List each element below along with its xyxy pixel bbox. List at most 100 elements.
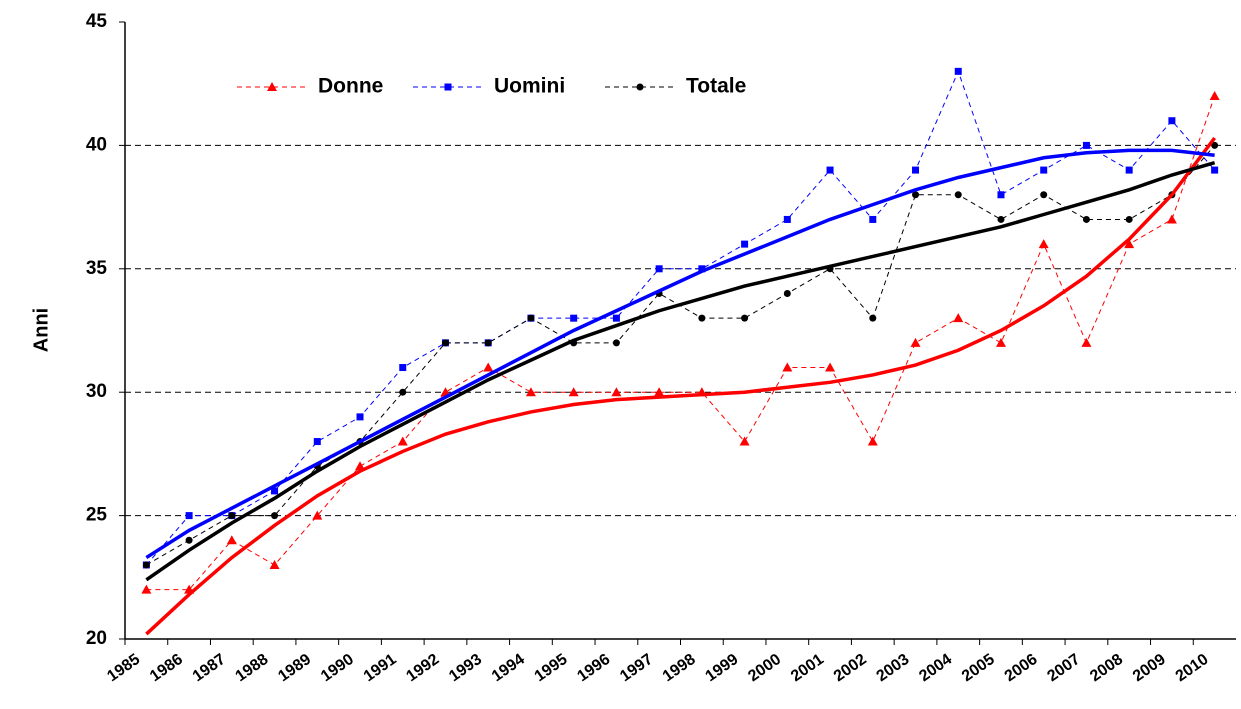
marker	[185, 536, 193, 544]
marker	[570, 314, 578, 322]
marker	[954, 191, 962, 199]
x-tick-label: 1996	[574, 651, 613, 685]
marker	[741, 314, 749, 322]
marker	[142, 561, 150, 569]
data-line	[145, 69, 1216, 566]
y-tick-label: 30	[86, 381, 107, 402]
marker	[312, 510, 323, 520]
trend-line	[145, 160, 1216, 582]
marker	[484, 339, 492, 347]
trend-line	[145, 136, 1217, 636]
legend-item: Donne	[237, 75, 383, 98]
y-tick-label: 40	[86, 134, 107, 155]
marker	[698, 314, 706, 322]
legend-marker	[636, 83, 644, 91]
marker	[228, 512, 236, 520]
y-tick-label: 20	[86, 628, 107, 649]
marker	[1040, 191, 1048, 199]
marker	[1082, 141, 1090, 149]
marker	[1038, 239, 1049, 249]
x-tick-label: 2003	[874, 651, 913, 685]
x-tick-label: 1987	[190, 651, 229, 685]
x-tick-label: 1991	[361, 651, 400, 685]
x-tick-label: 1993	[446, 651, 485, 685]
marker	[611, 387, 622, 397]
x-tick-label: 1990	[318, 651, 357, 685]
legend-item: Totale	[605, 75, 746, 98]
marker	[185, 512, 193, 520]
marker	[867, 436, 878, 446]
marker	[1125, 166, 1133, 174]
x-tick-label: 2007	[1044, 651, 1083, 685]
x-tick-label: 1997	[617, 651, 656, 685]
marker	[995, 337, 1006, 347]
x-tick-label: 1986	[147, 651, 186, 685]
trend-line	[145, 148, 1215, 560]
marker	[441, 339, 449, 347]
marker	[568, 387, 579, 397]
marker	[1168, 117, 1176, 125]
x-tick-label: 1985	[104, 651, 143, 685]
marker	[698, 265, 706, 273]
marker	[869, 215, 877, 223]
marker	[1166, 214, 1177, 224]
y-tick-label: 25	[86, 505, 108, 526]
x-tick-label: 2010	[1173, 651, 1212, 685]
marker	[525, 387, 536, 397]
legend-label: Totale	[686, 75, 746, 98]
x-tick-label: 1988	[233, 651, 272, 685]
marker	[1081, 337, 1092, 347]
marker	[141, 584, 152, 594]
x-tick-label: 1995	[532, 651, 571, 685]
marker	[399, 364, 407, 372]
marker	[271, 512, 279, 520]
x-tick-label: 2008	[1087, 651, 1126, 685]
marker	[869, 314, 877, 322]
legend-label: Uomini	[494, 75, 565, 98]
marker	[226, 535, 237, 545]
marker	[655, 265, 663, 273]
marker	[397, 436, 408, 446]
marker	[654, 387, 665, 397]
marker	[527, 314, 535, 322]
legend-marker	[444, 83, 452, 91]
marker	[910, 337, 921, 347]
legend-label: Donne	[318, 75, 383, 98]
x-tick-label: 2005	[959, 651, 998, 685]
x-tick-label: 2006	[1002, 651, 1041, 685]
y-axis-label: Anni	[30, 308, 52, 352]
x-tick-label: 1999	[703, 651, 742, 685]
marker	[912, 166, 920, 174]
marker	[783, 289, 791, 297]
marker	[912, 191, 920, 199]
marker	[313, 438, 321, 446]
marker	[954, 67, 962, 75]
marker	[741, 240, 749, 248]
x-tick-label: 1994	[489, 651, 528, 685]
marker	[612, 339, 620, 347]
marker	[739, 436, 750, 446]
marker	[1125, 215, 1133, 223]
data-line	[146, 95, 1216, 591]
x-tick-label: 2009	[1130, 651, 1169, 685]
marker	[612, 314, 620, 322]
x-tick-label: 1998	[660, 651, 699, 685]
marker	[1082, 215, 1090, 223]
marker	[826, 166, 834, 174]
x-tick-label: 2001	[788, 651, 827, 685]
x-tick-label: 2000	[745, 651, 784, 685]
x-tick-label: 1989	[275, 651, 314, 685]
marker	[997, 215, 1005, 223]
marker	[483, 362, 494, 372]
marker	[997, 191, 1005, 199]
y-tick-label: 45	[86, 11, 108, 32]
marker	[1211, 166, 1219, 174]
x-tick-label: 2002	[831, 651, 870, 685]
marker	[1209, 91, 1220, 101]
marker	[953, 313, 964, 323]
marker	[356, 413, 364, 421]
marker	[1040, 166, 1048, 174]
marker	[269, 559, 280, 569]
marker	[783, 215, 791, 223]
marker	[399, 388, 407, 396]
